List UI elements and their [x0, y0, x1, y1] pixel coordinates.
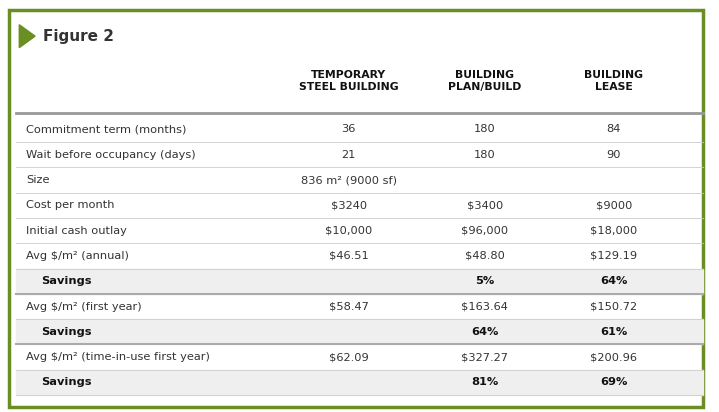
Bar — [16, 269, 703, 294]
Text: $62.09: $62.09 — [329, 352, 369, 362]
Text: Figure 2: Figure 2 — [43, 29, 114, 44]
Text: Savings: Savings — [41, 327, 91, 337]
Text: $96,000: $96,000 — [462, 226, 508, 236]
Text: $9000: $9000 — [595, 200, 632, 211]
Text: $150.72: $150.72 — [590, 302, 637, 311]
Text: 61%: 61% — [600, 327, 628, 337]
Text: $200.96: $200.96 — [590, 352, 637, 362]
Text: $3400: $3400 — [467, 200, 503, 211]
Text: $10,000: $10,000 — [325, 226, 372, 236]
Text: $327.27: $327.27 — [462, 352, 508, 362]
Text: $18,000: $18,000 — [590, 226, 637, 236]
Polygon shape — [19, 25, 35, 48]
Text: 64%: 64% — [600, 276, 628, 286]
Text: Initial cash outlay: Initial cash outlay — [27, 226, 127, 236]
Text: Avg $/m² (annual): Avg $/m² (annual) — [27, 251, 129, 261]
Text: 180: 180 — [474, 150, 495, 160]
Text: BUILDING
LEASE: BUILDING LEASE — [585, 70, 644, 92]
Text: 180: 180 — [474, 124, 495, 134]
Text: 21: 21 — [342, 150, 356, 160]
Text: $48.80: $48.80 — [465, 251, 505, 261]
Text: 69%: 69% — [600, 377, 628, 387]
Text: Avg $/m² (time-in-use first year): Avg $/m² (time-in-use first year) — [27, 352, 211, 362]
Bar — [16, 370, 703, 395]
Text: $163.64: $163.64 — [462, 302, 508, 311]
Text: 84: 84 — [607, 124, 621, 134]
Text: $46.51: $46.51 — [329, 251, 369, 261]
Text: 5%: 5% — [475, 276, 495, 286]
Text: 81%: 81% — [471, 377, 498, 387]
Text: $58.47: $58.47 — [329, 302, 369, 311]
Text: Savings: Savings — [41, 377, 91, 387]
Text: BUILDING
PLAN/BUILD: BUILDING PLAN/BUILD — [448, 70, 521, 92]
Text: $3240: $3240 — [331, 200, 367, 211]
Text: Wait before occupancy (days): Wait before occupancy (days) — [27, 150, 196, 160]
Text: Commitment term (months): Commitment term (months) — [27, 124, 187, 134]
Text: 64%: 64% — [471, 327, 498, 337]
Text: 836 m² (9000 sf): 836 m² (9000 sf) — [301, 175, 397, 185]
Text: Cost per month: Cost per month — [27, 200, 115, 211]
Text: $129.19: $129.19 — [590, 251, 637, 261]
Bar — [16, 319, 703, 344]
Text: 90: 90 — [607, 150, 621, 160]
FancyBboxPatch shape — [9, 9, 703, 407]
Text: Avg $/m² (first year): Avg $/m² (first year) — [27, 302, 142, 311]
Text: Size: Size — [27, 175, 50, 185]
Text: 36: 36 — [342, 124, 356, 134]
Text: Savings: Savings — [41, 276, 91, 286]
Text: TEMPORARY
STEEL BUILDING: TEMPORARY STEEL BUILDING — [299, 70, 398, 92]
